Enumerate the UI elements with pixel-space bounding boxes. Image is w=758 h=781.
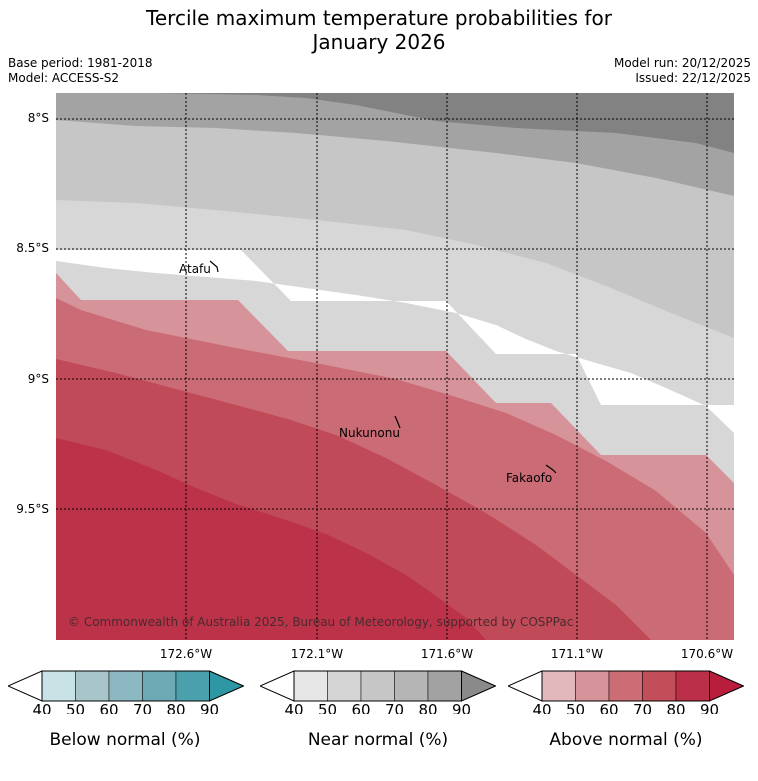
colorbar-near-tick-40: 40 [284, 701, 303, 714]
zone-above-70 [56, 438, 486, 640]
colorbar-near-tick-50: 50 [318, 701, 337, 714]
colorbar-near-segment-0 [293, 670, 328, 702]
fakaofo-atoll [545, 464, 557, 474]
colorbar-below-segment-3 [142, 670, 177, 702]
colorbar-below-tick-60: 60 [99, 701, 118, 714]
colorbar-above-segment-2 [608, 670, 643, 702]
colorbar-near-tick-70: 70 [385, 701, 404, 714]
lon-label-171-1w: 171.1°W [550, 647, 604, 661]
probability-map: Atafu Nukunonu Fakaofo © Commonwealth of… [56, 93, 734, 640]
colorbar-below: 40 50 60 70 80 90 [8, 670, 244, 714]
lon-label-171-6w: 171.6°W [420, 647, 474, 661]
model-run: Model run: 20/12/2025 [613, 56, 751, 70]
colorbar-above-tick-40: 40 [532, 701, 551, 714]
colorbar-near-outline [293, 670, 462, 702]
colorbar-below-outline [41, 670, 210, 702]
colorbar-near-segment-4 [427, 670, 462, 702]
place-fakaofo: Fakaofo [506, 471, 552, 485]
graticule [56, 93, 734, 640]
colorbar-above-segment-0 [541, 670, 576, 702]
colorbar-near-segment-1 [327, 670, 362, 702]
colorbar-below-title: Below normal (%) [49, 730, 201, 750]
colorbar-below-tick-80: 80 [166, 701, 185, 714]
colorbar-above-title: Above normal (%) [549, 730, 703, 750]
colorbar-near-extend-low [260, 670, 295, 702]
colorbar-above-tick-90: 90 [700, 701, 719, 714]
colorbar-near: 40 50 60 70 80 90 [260, 670, 496, 714]
zone-neutral [56, 250, 734, 433]
colorbar-above-segment-3 [642, 670, 677, 702]
colorbar-near-segment-2 [360, 670, 395, 702]
colorbar-below-segment-0 [41, 670, 76, 702]
copyright-text: © Commonwealth of Australia 2025, Bureau… [68, 615, 573, 629]
colorbar-below-segment-2 [108, 670, 143, 702]
nukunonu-atoll [394, 415, 401, 429]
lat-label-9s: 9°S [27, 372, 49, 386]
colorbar-below-tick-70: 70 [133, 701, 152, 714]
colorbar-near-tick-60: 60 [351, 701, 370, 714]
colorbar-below-tick-90: 90 [200, 701, 219, 714]
colorbar-below-extend-low [8, 670, 43, 702]
colorbar-near-segment-3 [394, 670, 429, 702]
colorbar-above-segment-4 [675, 670, 710, 702]
colorbar-near-tick-80: 80 [418, 701, 437, 714]
colorbar-above-tick-60: 60 [599, 701, 618, 714]
zone-near-70 [156, 93, 734, 153]
colorbar-below-extend-high [209, 670, 244, 702]
colorbar-above: 40 50 60 70 80 90 [508, 670, 744, 714]
colorbar-above-outline [541, 670, 710, 702]
colorbar-below-segment-1 [75, 670, 110, 702]
title-line-1: Tercile maximum temperature probabilitie… [146, 6, 612, 30]
colorbar-above-extend-high [709, 670, 744, 702]
base-period: Base period: 1981-2018 [8, 56, 153, 70]
title-line-2: January 2026 [312, 30, 446, 54]
issued-date: Issued: 22/12/2025 [635, 71, 751, 85]
lon-label-172-6w: 172.6°W [159, 647, 213, 661]
chart-title: Tercile maximum temperature probabilitie… [0, 6, 758, 54]
place-nukunonu: Nukunonu [339, 426, 400, 440]
colorbar-near-tick-90: 90 [452, 701, 471, 714]
colorbar-above-tick-50: 50 [566, 701, 585, 714]
colorbar-near-extend-high [461, 670, 496, 702]
meta-left: Base period: 1981-2018 Model: ACCESS-S2 [8, 56, 153, 86]
colorbar-near-title: Near normal (%) [307, 730, 449, 750]
lat-label-9-5s: 9.5°S [16, 502, 49, 516]
lat-label-8-5s: 8.5°S [16, 241, 49, 255]
place-atafu: Atafu [179, 262, 211, 276]
colorbar-above-tick-70: 70 [633, 701, 652, 714]
colorbar-above-extend-low [508, 670, 543, 702]
lon-label-172-1w: 172.1°W [290, 647, 344, 661]
colorbar-below-tick-50: 50 [66, 701, 85, 714]
meta-right: Model run: 20/12/2025 Issued: 22/12/2025 [614, 56, 751, 86]
lon-label-170-6w: 170.6°W [680, 647, 734, 661]
lat-label-8s: 8°S [27, 111, 49, 125]
colorbar-below-tick-40: 40 [32, 701, 51, 714]
atafu-atoll [209, 260, 219, 273]
colorbar-above-segment-1 [575, 670, 610, 702]
colorbar-above-tick-80: 80 [666, 701, 685, 714]
model-name: Model: ACCESS-S2 [8, 71, 120, 85]
colorbar-below-segment-4 [175, 670, 210, 702]
